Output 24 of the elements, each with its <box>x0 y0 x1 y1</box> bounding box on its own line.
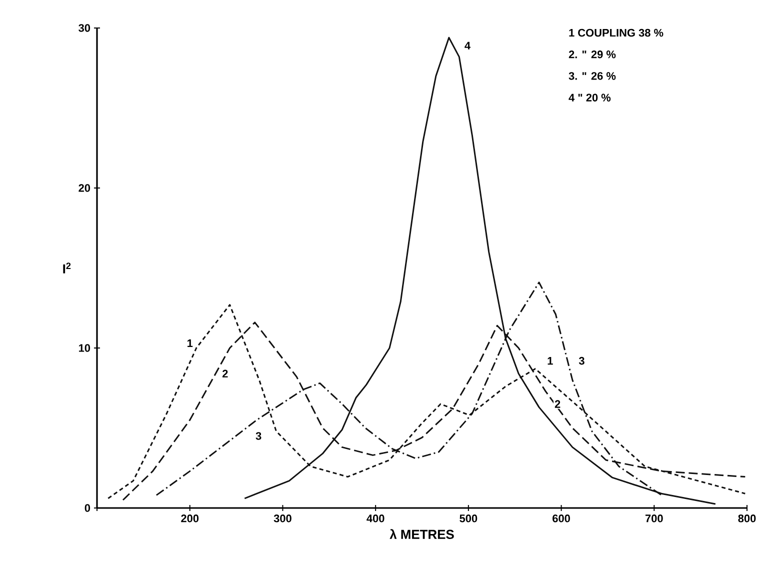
annotation: 4 <box>464 42 470 50</box>
y-tick-label: 20 <box>78 184 90 192</box>
x-tick-label: 700 <box>645 514 663 522</box>
annotation: 4 " 20 % <box>568 94 611 102</box>
annotation: 1 <box>188 339 193 347</box>
annotation: 2 <box>554 400 560 408</box>
x-tick-label: 400 <box>366 514 384 522</box>
annotation: 3 <box>578 356 584 365</box>
x-tick-label: 600 <box>552 514 570 522</box>
y-axis-title: I$^{2}$ <box>63 262 71 274</box>
x-axis-title: λ METRES <box>390 529 454 539</box>
y-tick-label: 0 <box>84 504 90 512</box>
annotation: 1 <box>548 357 553 365</box>
x-tick-label: 300 <box>274 514 292 522</box>
x-tick-label: 800 <box>738 514 756 522</box>
y-tick-label: 30 <box>78 24 90 32</box>
annotation: 3 <box>256 432 262 440</box>
annotation: 2. " 29 % <box>568 50 616 58</box>
annotation: 3. " 26 % <box>568 72 616 80</box>
x-tick-label: 500 <box>460 514 478 522</box>
y-tick-label: 10 <box>78 344 90 352</box>
annotation: 2 <box>222 370 228 378</box>
x-tick-label: 200 <box>181 514 199 522</box>
annotation: 1 COUPLING 38 % <box>569 28 664 37</box>
